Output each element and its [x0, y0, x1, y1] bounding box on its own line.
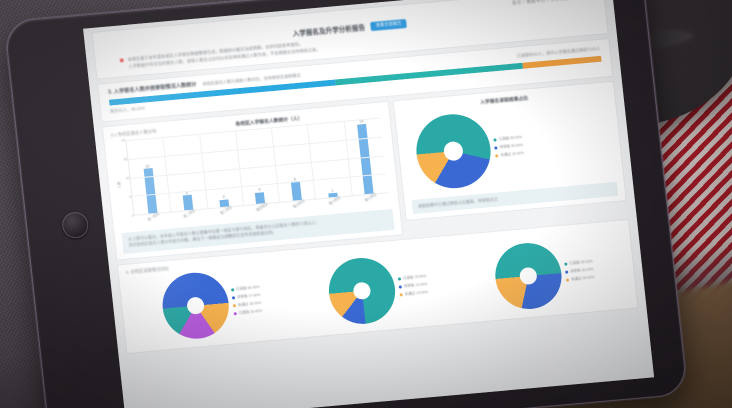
bar-value-label: 1: [331, 188, 334, 193]
bar-value-label: 2: [222, 194, 225, 199]
legend-label: 已退档 15.00%: [238, 309, 263, 316]
legend-item[interactable]: 未通过 15.00%: [494, 150, 524, 159]
bar[interactable]: [357, 123, 374, 195]
donut-group-campus-a: 已录取 50.00% 待审核 17.00% 未通过 18.00% 已退档 15.00%: [126, 264, 297, 344]
bar-value-label: 12: [145, 163, 150, 169]
legend-color-swatch: [232, 304, 236, 308]
alert-dot-icon: [119, 58, 124, 63]
legend-item[interactable]: 未通过 13.00%: [399, 290, 428, 298]
legend-color-swatch: [230, 288, 234, 292]
legend-color-swatch: [397, 277, 401, 281]
legend-item[interactable]: 未通过 20.00%: [565, 275, 595, 283]
legend-label: 待审核 30.00%: [499, 142, 524, 149]
legend-color-swatch: [494, 153, 499, 158]
legend-color-swatch: [494, 145, 498, 150]
donut-chart-campus-c[interactable]: [491, 240, 565, 312]
bar-panel-label: 3.1 各校区报名人数分布: [110, 128, 157, 138]
donut-chart-panel: 入学报名录取结果占比 已录取 55.00% 待审核 30.00% 未通过 15.00…: [392, 80, 627, 222]
legend-item[interactable]: 待审核 30.00%: [564, 267, 594, 276]
legend-item[interactable]: 已录取 75.00%: [397, 274, 426, 282]
bar-chart-panel: 3.1 各校区报名人数分布 各校区入学报名人数统计（人） 人数 20 15 10 5 0…: [101, 100, 404, 261]
legend-label: 已录取 50.00%: [236, 285, 260, 292]
legend-label: 已录取 50.00%: [569, 259, 593, 266]
legend-label: 已录取 75.00%: [402, 274, 427, 281]
bar[interactable]: [290, 181, 302, 201]
legend-label: 待审核 17.00%: [236, 293, 261, 300]
bar-chart-column: 3.1 各校区报名人数分布 各校区入学报名人数统计（人） 人数 20 15 10 5 0…: [101, 100, 404, 261]
legend-color-swatch: [565, 278, 569, 283]
legend-color-swatch: [399, 293, 403, 297]
legend-label: 待审核 30.00%: [570, 267, 594, 274]
legend-item[interactable]: 已录取 50.00%: [230, 285, 260, 293]
donut-group-campus-b: 已录取 75.00% 待审核 12.00% 未通过 13.00%: [293, 249, 464, 329]
donut-group-campus-c: 已录取 50.00% 待审核 30.00% 未通过 20.00%: [459, 234, 630, 314]
tablet-screen: 首页 / 数据中心 / 分析报告 / 年度统计 入学报名及升学分析报告 查看全部…: [83, 0, 655, 408]
donut-legend-campus-c: 已录取 50.00% 待审核 30.00% 未通过 20.00%: [563, 259, 595, 283]
legend-label: 未通过 20.00%: [570, 275, 595, 282]
legend-color-swatch: [563, 262, 568, 267]
legend-label: 待审核 12.00%: [403, 282, 428, 289]
legend-color-swatch: [564, 270, 568, 275]
legend-label: 已录取 55.00%: [498, 134, 523, 141]
report-page: 首页 / 数据中心 / 分析报告 / 年度统计 入学报名及升学分析报告 查看全部…: [83, 0, 655, 408]
donut-chart-column: 入学报名录取结果占比 已录取 55.00% 待审核 30.00% 未通过 15.00…: [392, 80, 628, 235]
legend-color-swatch: [233, 312, 237, 316]
legend-item[interactable]: 待审核 30.00%: [494, 143, 523, 151]
legend-item[interactable]: 待审核 12.00%: [398, 282, 427, 290]
legend-label: 未通过 18.00%: [237, 301, 262, 308]
bar-value-label: 3: [258, 187, 261, 192]
donut-info-line: 录取结果中已通过审核占比最高，待审核次之: [417, 196, 499, 209]
donut-main-wrap: 已录取 55.00% 待审核 30.00% 未通过 15.00%: [403, 100, 616, 192]
legend-item[interactable]: 已录取 50.00%: [563, 259, 593, 268]
donut-chart-overall[interactable]: [412, 111, 495, 192]
legend-label: 未通过 15.00%: [500, 150, 524, 157]
legend-color-swatch: [231, 296, 235, 300]
legend-item[interactable]: 已退档 15.00%: [233, 309, 262, 317]
legend-item[interactable]: 已录取 55.00%: [493, 135, 522, 143]
donut-legend-campus-b: 已录取 75.00% 待审核 12.00% 未通过 13.00%: [397, 274, 428, 297]
legend-color-swatch: [493, 137, 497, 142]
tablet-device: 首页 / 数据中心 / 分析报告 / 年度统计 入学报名及升学分析报告 查看全部…: [3, 0, 689, 408]
donut-chart-campus-a[interactable]: [158, 269, 232, 342]
legend-label: 未通过 13.00%: [404, 290, 429, 297]
donut-legend-overall: 已录取 55.00% 待审核 30.00% 未通过 15.00%: [493, 135, 524, 158]
donut-legend-campus-a: 已录取 50.00% 待审核 17.00% 未通过 18.00% 已退档 15.00%: [230, 285, 263, 317]
donut-chart-campus-b[interactable]: [325, 254, 399, 327]
legend-item[interactable]: 未通过 18.00%: [232, 301, 261, 309]
view-all-reports-badge[interactable]: 查看全部报告: [370, 18, 408, 31]
legend-color-swatch: [398, 285, 402, 289]
legend-item[interactable]: 待审核 17.00%: [231, 293, 261, 301]
